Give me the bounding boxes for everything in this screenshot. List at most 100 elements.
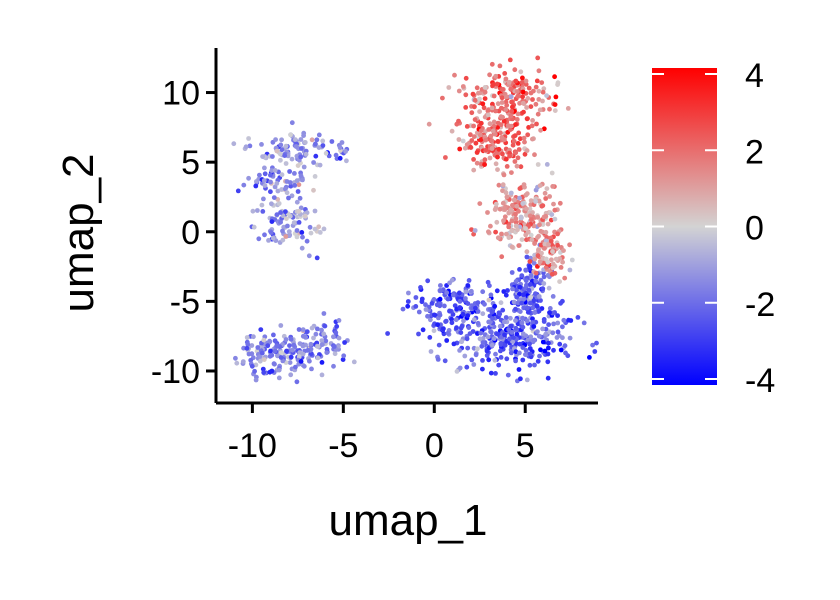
cell-point [495,154,500,160]
cell-point [337,155,343,161]
cell-point [542,190,548,196]
cell-point [312,174,318,179]
cell-point [485,112,491,118]
cell-point [505,123,511,128]
cell-point [272,348,278,354]
cell-point [498,342,504,347]
cell-point [533,84,539,90]
cell-point [545,351,551,357]
cell-point [493,108,498,114]
cell-point [541,319,547,324]
cell-point [493,351,498,357]
cell-point [260,209,266,214]
cell-point [517,100,522,106]
cell-point [521,135,527,141]
cell-point [489,61,495,67]
cell-point [438,288,443,294]
cell-point [512,159,518,164]
cell-point [289,120,295,126]
cell-point [575,315,581,320]
cell-point [413,304,419,309]
cell-point [531,337,537,343]
cell-point [516,243,522,249]
cell-point [528,272,534,278]
cell-point [492,357,498,363]
cell-point [273,137,278,143]
cell-point [544,186,550,192]
cell-point [535,111,541,117]
cell-point [520,357,526,363]
cell-point [291,342,297,348]
cell-point [551,347,556,353]
cell-point [267,339,273,345]
cell-point [431,328,437,334]
cell-point [509,218,515,224]
cell-point [341,353,347,359]
cell-point [519,320,525,326]
cell-point [473,352,479,358]
cell-point [546,241,551,247]
cell-point [283,337,289,342]
cell-point [482,85,488,90]
y-axis-title: umap_2 [54,153,103,312]
cell-point [495,331,500,337]
cell-point [503,190,509,196]
cell-point [336,335,342,341]
cell-point [473,305,478,311]
cell-point [260,154,265,160]
cell-point [262,183,268,188]
cell-point [259,350,265,356]
cell-point [553,94,559,100]
cell-point [344,158,349,164]
cell-point [502,342,508,348]
cell-point [507,57,513,63]
cell-point [515,89,520,94]
cell-point [480,289,486,295]
cell-point [255,208,260,213]
cell-point [501,218,506,224]
cell-point [543,331,549,337]
cell-point [250,208,256,214]
cell-point [405,299,411,304]
cell-point [536,88,542,94]
cell-point [555,329,561,335]
cell-point [540,89,546,95]
cell-point [549,170,555,176]
cell-point [482,162,487,168]
cell-point [294,178,300,184]
cell-point [594,340,599,346]
cell-point [283,234,289,239]
cell-point [482,301,487,307]
cell-point [449,320,455,326]
cell-point [502,206,507,211]
cell-point [253,377,259,383]
cell-point [516,147,522,152]
cell-point [288,354,294,360]
cell-point [529,123,535,129]
cell-point [472,228,478,233]
cell-point [517,267,522,272]
y-tick-label: 0 [181,214,200,252]
cell-point [500,307,506,313]
cell-point [549,212,555,218]
cell-point [531,324,537,329]
cell-point [519,237,525,243]
cell-point [308,230,314,236]
cell-point [470,91,476,97]
cell-point [552,102,558,107]
cell-point [425,278,431,284]
cell-point [550,261,556,267]
cell-point [456,118,461,124]
cell-point [508,113,514,119]
cell-point [469,227,474,233]
cell-point [428,349,434,354]
cell-point [543,256,549,262]
cell-point [423,302,428,308]
cell-point [275,353,280,358]
cell-point [486,229,491,235]
y-tick-label: 10 [162,75,200,113]
cell-point [518,164,524,170]
cell-point [491,336,497,341]
cell-point [425,313,430,319]
cell-point [471,167,477,173]
